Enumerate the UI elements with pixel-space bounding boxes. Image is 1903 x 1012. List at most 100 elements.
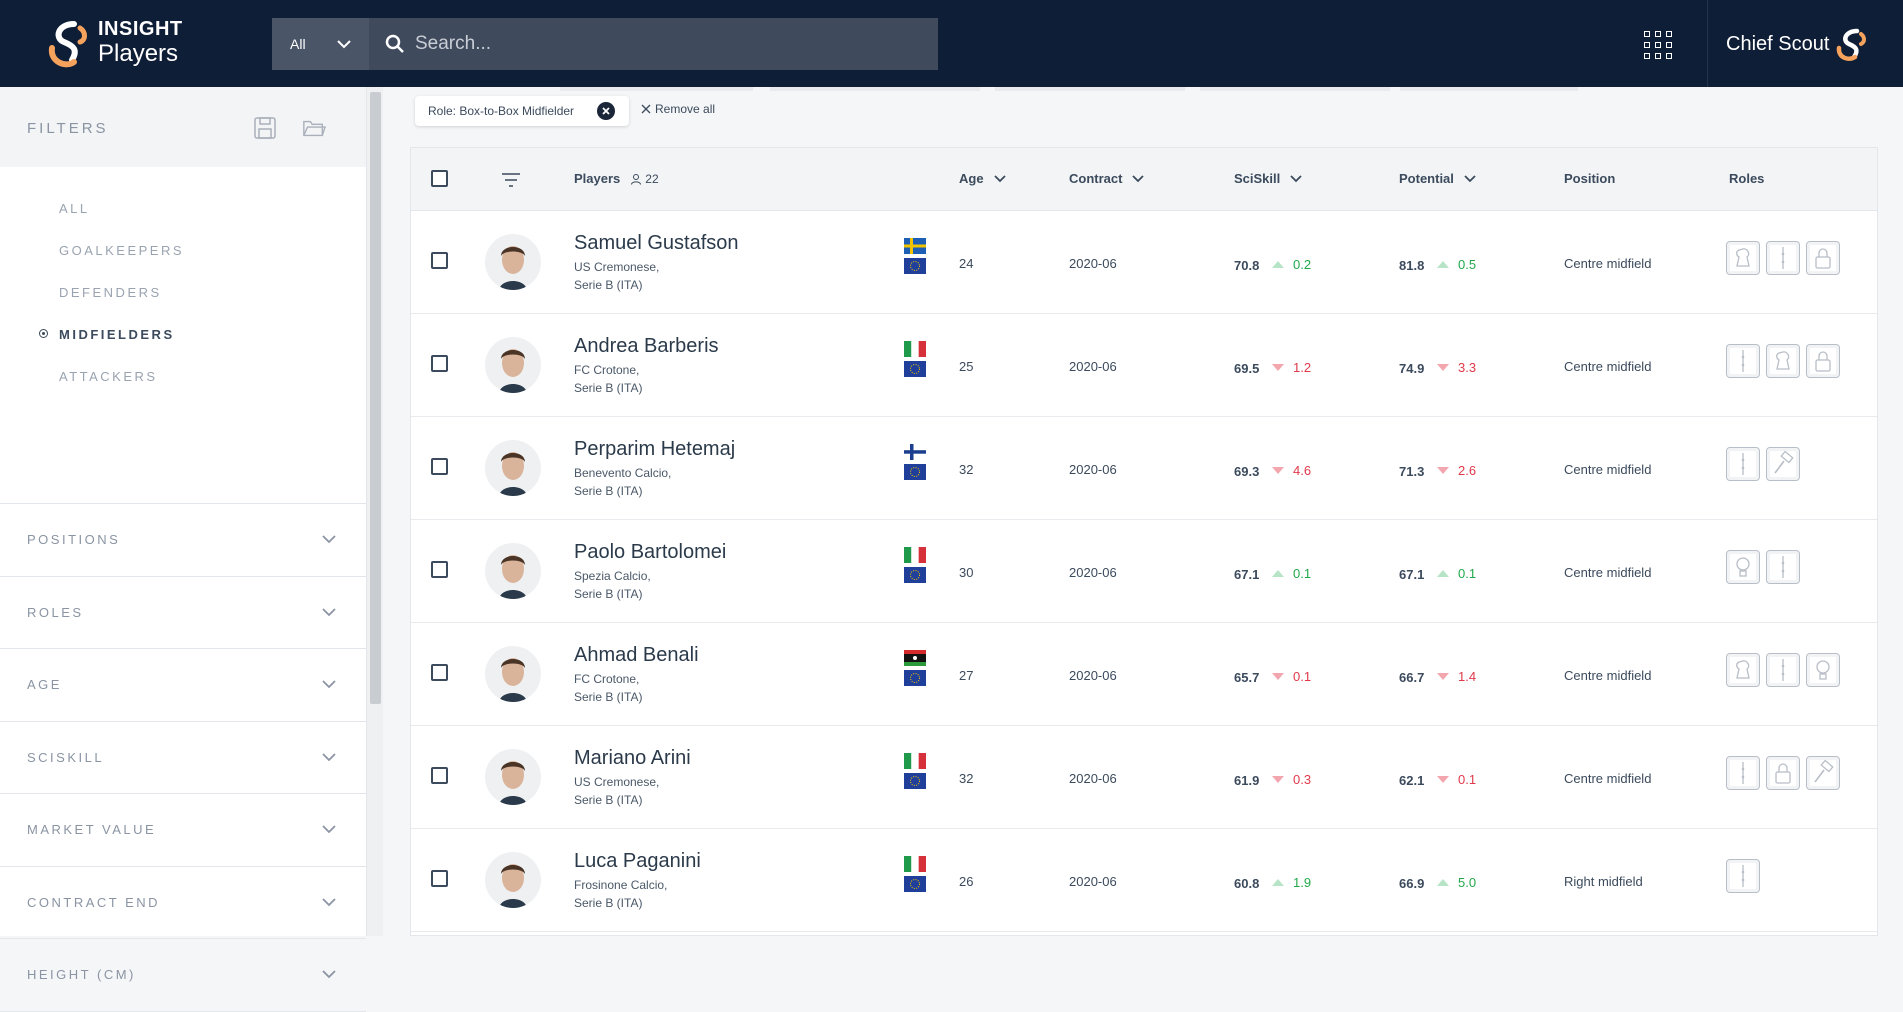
role-badge[interactable] — [1726, 756, 1760, 790]
folder-open-icon[interactable] — [302, 117, 326, 139]
col-sciskill[interactable]: SciSkill — [1234, 171, 1302, 186]
table-row[interactable]: Luca Paganini Frosinone Calcio, Serie B (I… — [411, 829, 1877, 932]
remove-filter-button[interactable] — [597, 102, 615, 120]
col-contract[interactable]: Contract — [1069, 171, 1145, 186]
sciskill-value: 69.3 — [1234, 464, 1260, 479]
row-checkbox[interactable] — [431, 561, 448, 578]
row-checkbox[interactable] — [431, 458, 448, 475]
eu-flag-icon — [904, 876, 926, 892]
group-goalkeepers[interactable]: GOALKEEPERS — [0, 229, 366, 271]
role-badge[interactable] — [1766, 653, 1800, 687]
col-age[interactable]: Age — [959, 171, 1006, 186]
player-avatar[interactable] — [485, 337, 541, 393]
player-name[interactable]: Samuel Gustafson — [574, 232, 739, 254]
player-position: Centre midfield — [1564, 359, 1652, 374]
table-row[interactable]: Mariano Arini US Cremonese, Serie B (ITA) 3… — [411, 726, 1877, 829]
remove-all-button[interactable]: Remove all — [641, 102, 715, 116]
player-contract: 2020-06 — [1069, 771, 1117, 786]
role-badge[interactable] — [1766, 241, 1800, 275]
chess-icon — [1736, 248, 1750, 267]
filter-section-height[interactable]: HEIGHT (CM) — [0, 939, 366, 1012]
apps-grid-icon[interactable] — [1644, 31, 1672, 59]
top-bar: INSIGHT Players All Chief Scout — [0, 0, 1903, 87]
filter-section-roles[interactable]: ROLES — [0, 577, 366, 649]
filter-section-sciskill[interactable]: SCISKILL — [0, 722, 366, 794]
row-checkbox[interactable] — [431, 767, 448, 784]
chevron-down-icon — [322, 680, 336, 689]
player-avatar[interactable] — [485, 440, 541, 496]
player-name[interactable]: Perparim Hetemaj — [574, 438, 736, 460]
group-defenders[interactable]: DEFENDERS — [0, 271, 366, 313]
player-name[interactable]: Paolo Bartolomei — [574, 541, 727, 563]
active-filter-label: Role: Box-to-Box Midfielder — [428, 104, 575, 118]
chevron-down-icon — [993, 174, 1006, 182]
filter-lines-icon[interactable] — [501, 173, 521, 187]
player-avatar[interactable] — [485, 646, 541, 702]
role-badge[interactable] — [1726, 859, 1760, 893]
player-club: FC Crotone, — [574, 363, 640, 377]
player-avatar[interactable] — [485, 749, 541, 805]
player-avatar[interactable] — [485, 543, 541, 599]
box-to-box-icon — [1741, 453, 1745, 475]
filter-section-positions[interactable]: POSITIONS — [0, 504, 366, 577]
trend-up-icon — [1437, 570, 1449, 577]
player-photo — [499, 349, 527, 393]
table-row[interactable]: Andrea Barberis FC Crotone, Serie B (ITA) 2… — [411, 314, 1877, 417]
col-potential[interactable]: Potential — [1399, 171, 1476, 186]
role-badge[interactable] — [1766, 756, 1800, 790]
role-badge[interactable] — [1726, 653, 1760, 687]
filter-section-market-value[interactable]: MARKET VALUE — [0, 794, 366, 867]
row-checkbox[interactable] — [431, 664, 448, 681]
section-label: HEIGHT (CM) — [27, 967, 136, 983]
insight-logo[interactable] — [44, 18, 88, 70]
role-badge[interactable] — [1806, 653, 1840, 687]
finland-flag-icon — [904, 444, 926, 460]
player-name[interactable]: Mariano Arini — [574, 747, 691, 769]
players-table: Players 22 Age Contract SciSkill Potenti… — [410, 147, 1878, 936]
role-badge[interactable] — [1726, 550, 1760, 584]
row-checkbox[interactable] — [431, 355, 448, 372]
col-players[interactable]: Players 22 — [574, 171, 659, 186]
role-badge[interactable] — [1806, 241, 1840, 275]
filter-section-age[interactable]: AGE — [0, 649, 366, 722]
group-label: ATTACKERS — [59, 368, 158, 384]
group-all[interactable]: ALL — [0, 187, 366, 229]
role-badge[interactable] — [1726, 447, 1760, 481]
player-avatar[interactable] — [485, 852, 541, 908]
filter-section-contract-end[interactable]: CONTRACT END — [0, 867, 366, 939]
active-filter-chip: Role: Box-to-Box Midfielder — [415, 96, 629, 126]
role-badge[interactable] — [1766, 447, 1800, 481]
role-badge[interactable] — [1726, 344, 1760, 378]
role-badge[interactable] — [1726, 241, 1760, 275]
user-name[interactable]: Chief Scout — [1726, 33, 1830, 55]
table-row[interactable]: Paolo Bartolomei Spezia Calcio, Serie B (I… — [411, 520, 1877, 623]
sidebar-scrollbar-thumb[interactable] — [370, 92, 381, 704]
role-badge[interactable] — [1806, 756, 1840, 790]
player-name[interactable]: Ahmad Benali — [574, 644, 699, 666]
box-to-box-icon — [1741, 865, 1745, 887]
group-attackers[interactable]: ATTACKERS — [0, 355, 366, 397]
search-category-select[interactable]: All — [272, 18, 369, 70]
group-midfielders[interactable]: MIDFIELDERS — [0, 313, 366, 355]
player-name[interactable]: Andrea Barberis — [574, 335, 719, 357]
role-badge[interactable] — [1766, 550, 1800, 584]
eu-flag-icon — [904, 464, 926, 480]
player-name[interactable]: Luca Paganini — [574, 850, 701, 872]
player-avatar[interactable] — [485, 234, 541, 290]
col-contract-label: Contract — [1069, 171, 1123, 186]
save-icon[interactable] — [253, 117, 277, 139]
table-row[interactable]: Perparim Hetemaj Benevento Calcio, Serie B… — [411, 417, 1877, 520]
row-checkbox[interactable] — [431, 870, 448, 887]
row-checkbox[interactable] — [431, 252, 448, 269]
select-all-checkbox[interactable] — [431, 170, 448, 187]
user-avatar-logo[interactable] — [1833, 27, 1867, 61]
search-input[interactable] — [415, 33, 915, 55]
table-row[interactable]: Samuel Gustafson US Cremonese, Serie B (IT… — [411, 211, 1877, 314]
role-badge[interactable] — [1806, 344, 1840, 378]
chevron-down-icon — [1132, 174, 1145, 182]
player-age: 32 — [959, 771, 974, 786]
player-league: Serie B (ITA) — [574, 793, 643, 807]
trend-down-icon — [1437, 776, 1449, 783]
role-badge[interactable] — [1766, 344, 1800, 378]
table-row[interactable]: Ahmad Benali FC Crotone, Serie B (ITA) 27 20… — [411, 623, 1877, 726]
